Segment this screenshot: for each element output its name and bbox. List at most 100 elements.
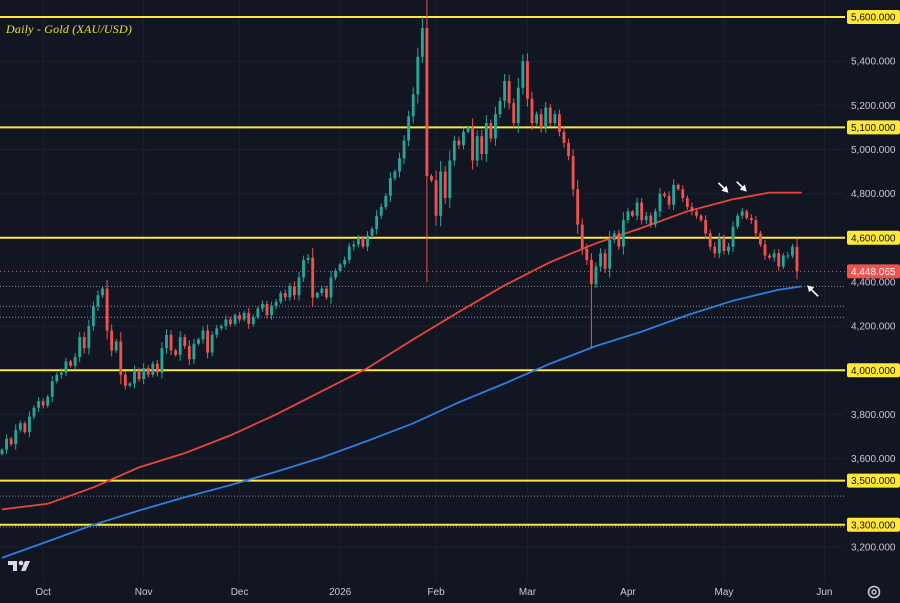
candle-body xyxy=(452,140,456,161)
candle-body xyxy=(731,226,735,247)
candle-body xyxy=(471,127,475,161)
candle-body xyxy=(256,308,260,318)
candle-body xyxy=(183,337,187,346)
candle-body xyxy=(347,246,351,260)
candle-body xyxy=(311,257,315,298)
arrow-annotations xyxy=(717,181,819,297)
candle-body xyxy=(356,237,360,245)
candle-body xyxy=(749,217,753,221)
level-price-label: 4,000.000 xyxy=(851,366,896,377)
candle-body xyxy=(695,211,698,216)
candle-body xyxy=(430,175,433,181)
candle-body xyxy=(174,350,178,355)
candle-body xyxy=(197,339,200,344)
candle-body xyxy=(594,266,598,285)
candle-body xyxy=(658,193,662,212)
price-tick-label: 4,200.000 xyxy=(851,322,896,333)
candle-body xyxy=(754,220,758,234)
moving-average-red xyxy=(1,191,802,511)
candlesticks xyxy=(0,0,799,456)
candle-body xyxy=(722,237,726,252)
candle-body xyxy=(434,180,438,216)
level-price-label: 3,300.000 xyxy=(851,520,896,531)
candle-body xyxy=(388,178,392,196)
candle-body xyxy=(142,368,146,380)
candle-body xyxy=(288,286,292,298)
candle-body xyxy=(407,116,411,141)
candle-body xyxy=(123,374,127,386)
level-price-label: 3,500.000 xyxy=(851,476,896,487)
annotation-arrow-head xyxy=(721,185,729,193)
candle-body xyxy=(82,337,86,349)
candle-body xyxy=(768,255,772,258)
candle-body xyxy=(73,357,77,366)
tradingview-logo-icon[interactable] xyxy=(6,558,36,574)
candle-body xyxy=(585,248,589,260)
candle-body xyxy=(105,288,109,331)
candle-body xyxy=(777,253,781,267)
time-tick-label: Mar xyxy=(519,587,537,598)
candle-body xyxy=(283,293,287,298)
moving-average-blue xyxy=(1,285,802,559)
gear-icon[interactable] xyxy=(866,584,882,600)
candle-body xyxy=(329,277,333,298)
price-tick-label: 3,800.000 xyxy=(851,410,896,421)
candle-body xyxy=(101,288,104,296)
level-price-label-bg xyxy=(847,473,900,488)
time-tick-label: May xyxy=(714,587,733,598)
candle-body xyxy=(270,306,273,316)
candle-body xyxy=(210,334,214,353)
candle-body xyxy=(18,423,22,430)
candle-body xyxy=(667,195,671,205)
candle-body xyxy=(206,330,210,353)
candle-body xyxy=(224,319,228,327)
time-tick-label: Feb xyxy=(427,587,445,598)
candle-body xyxy=(603,253,607,269)
candle-body xyxy=(690,206,694,212)
candle-body xyxy=(526,61,529,99)
candle-body xyxy=(786,255,790,257)
candle-body xyxy=(229,319,232,324)
candle-body xyxy=(457,140,461,146)
candle-body xyxy=(23,423,27,433)
candle-body xyxy=(640,202,644,221)
candle-body xyxy=(64,361,68,373)
candle-body xyxy=(274,301,278,307)
candle-body xyxy=(649,215,653,225)
candle-body xyxy=(361,237,365,247)
candle-body xyxy=(155,363,159,373)
price-axis-background xyxy=(845,0,900,603)
candle-body xyxy=(50,381,54,397)
candle-body xyxy=(215,328,219,335)
candle-body xyxy=(704,220,708,234)
candle-body xyxy=(631,211,634,216)
candle-body xyxy=(187,345,191,360)
time-tick-label: Jun xyxy=(816,587,832,598)
candle-body xyxy=(599,253,602,267)
candle-body xyxy=(503,81,507,101)
candle-body xyxy=(27,416,31,433)
time-tick-label: Oct xyxy=(35,587,51,598)
price-tick-label: 3,600.000 xyxy=(851,454,896,465)
candle-body xyxy=(366,235,369,247)
candle-body xyxy=(580,224,584,249)
candle-body xyxy=(699,215,703,221)
candle-body xyxy=(59,372,63,375)
candle-body xyxy=(475,136,479,161)
candle-body xyxy=(379,206,383,216)
time-tick-label: Nov xyxy=(135,587,153,598)
level-price-label-bg xyxy=(847,10,900,25)
price-tick-label: 5,200.000 xyxy=(851,101,896,112)
candle-body xyxy=(114,341,118,351)
candle-body xyxy=(87,326,91,349)
candle-body xyxy=(320,288,324,293)
candle-body xyxy=(315,293,319,298)
candle-body xyxy=(55,374,59,382)
candle-body xyxy=(548,107,552,124)
candle-body xyxy=(498,100,502,115)
candle-body xyxy=(713,246,717,254)
candle-body xyxy=(128,383,132,386)
candle-body xyxy=(334,270,337,278)
